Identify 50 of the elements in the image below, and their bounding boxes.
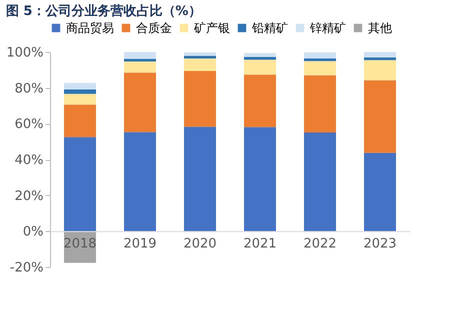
legend-label: 锌精矿: [309, 21, 346, 35]
y-tick-label: 20%: [14, 188, 44, 204]
bar: [124, 61, 156, 73]
y-tick-label: 60%: [14, 117, 44, 132]
bar: [124, 132, 156, 232]
bar: [244, 57, 276, 60]
legend-label: 商品贸易: [66, 21, 114, 35]
bar: [364, 152, 396, 232]
bar: [124, 52, 156, 59]
bar: [64, 94, 96, 105]
bar: [64, 104, 96, 138]
bar: [64, 89, 96, 94]
y-tick-label: -20%: [10, 260, 44, 276]
bar: [304, 132, 336, 232]
legend-label: 合质金: [136, 21, 172, 35]
x-tick-label: 2018: [63, 236, 97, 252]
bar: [364, 60, 396, 80]
bar: [124, 72, 156, 132]
x-tick-label: 2019: [123, 236, 157, 252]
bar: [304, 58, 336, 62]
bar: [184, 56, 216, 58]
bar: [184, 58, 216, 71]
legend-label: 铅精矿: [251, 21, 288, 35]
y-tick-label: 80%: [14, 81, 44, 96]
bar: [364, 52, 396, 58]
bar: [364, 57, 396, 60]
y-tick-label: 0%: [22, 224, 44, 240]
x-tick-label: 2023: [363, 236, 397, 252]
bar: [64, 82, 96, 90]
legend-label: 其他: [368, 21, 392, 35]
bar: [364, 80, 396, 153]
bar: [304, 61, 336, 76]
bar: [244, 53, 276, 58]
bar: [184, 52, 216, 56]
bar: [304, 52, 336, 58]
x-tick-label: 2022: [303, 236, 337, 252]
bar: [304, 75, 336, 132]
bar: [64, 137, 96, 232]
bar: [184, 70, 216, 127]
x-tick-label: 2021: [243, 236, 277, 252]
bar: [124, 58, 156, 62]
legend-label: 矿产银: [193, 21, 230, 35]
bar: [184, 126, 216, 232]
x-tick-label: 2020: [183, 236, 217, 252]
chart-title: 图 5：公司分业务营收占比（%）: [6, 3, 202, 19]
y-tick-label: 100%: [6, 46, 44, 60]
bar: [244, 60, 276, 75]
y-tick-label: 40%: [14, 153, 44, 168]
bar: [244, 127, 276, 232]
bar: [244, 74, 276, 128]
